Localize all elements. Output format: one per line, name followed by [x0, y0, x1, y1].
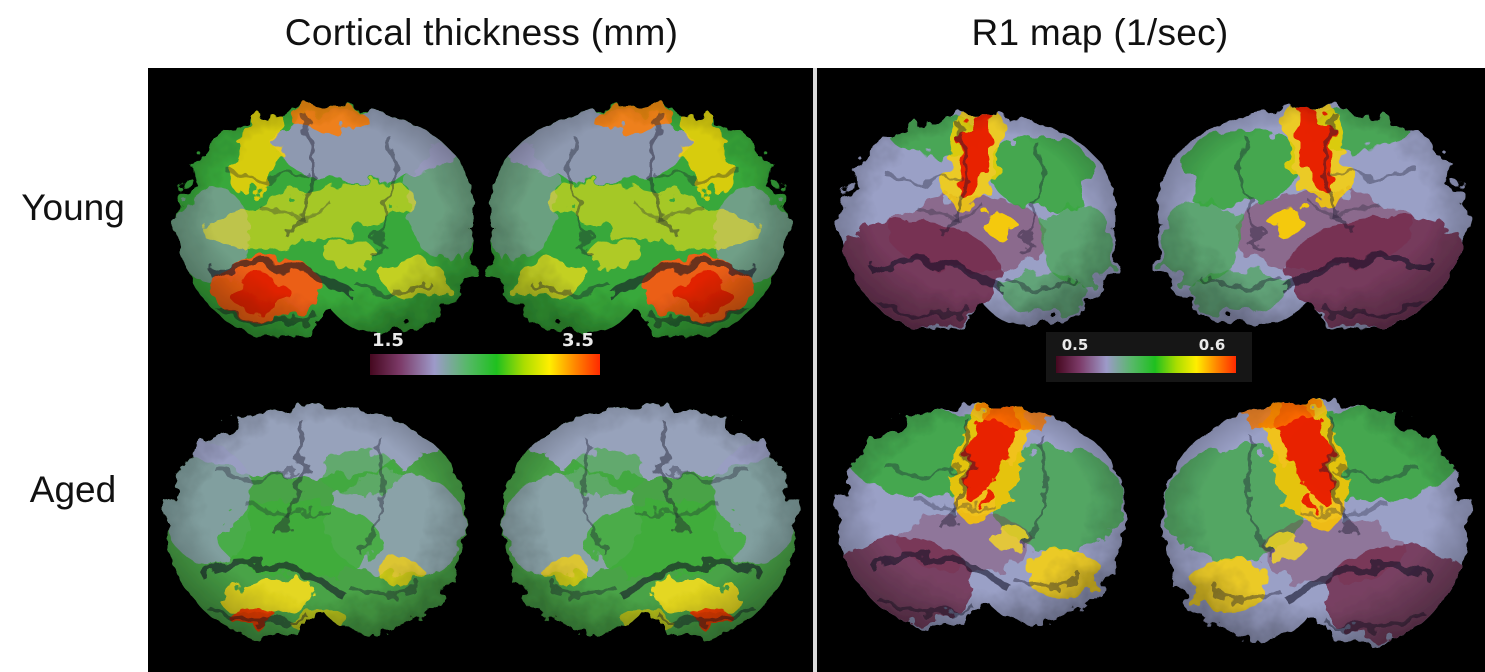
- thickness-colorbar-max-label: 3.5: [562, 330, 594, 351]
- column-title-cortical-thickness: Cortical thickness (mm): [284, 12, 679, 53]
- thickness-colorbar-min-label: 1.5: [372, 330, 404, 351]
- column-title-r1-map: R1 map (1/sec): [971, 12, 1229, 53]
- brain-maps-panel: 1.5 3.5 0.5 0.6: [148, 68, 1485, 672]
- column-divider: [813, 68, 817, 672]
- thickness-colorbar: 1.5 3.5: [370, 330, 600, 375]
- r1-colorbar-min-label: 0.5: [1062, 336, 1089, 354]
- thickness-colorbar-gradient: [370, 354, 600, 375]
- brain-figure-canvas: 1.5 3.5 0.5 0.6: [148, 68, 1485, 672]
- r1-colorbar-max-label: 0.6: [1199, 336, 1226, 354]
- r1-colorbar-gradient: [1056, 356, 1236, 373]
- row-label-young: Young: [21, 187, 125, 228]
- row-label-aged: Aged: [29, 469, 117, 510]
- r1-colorbar: 0.5 0.6: [1046, 332, 1252, 382]
